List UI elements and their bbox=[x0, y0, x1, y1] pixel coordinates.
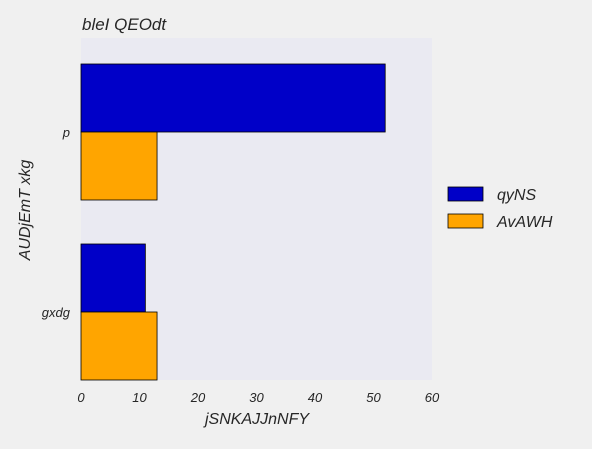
x-tick-label: 10 bbox=[132, 390, 147, 405]
y-tick-label: gxdg bbox=[42, 305, 71, 320]
x-tick-label: 40 bbox=[308, 390, 323, 405]
bar-AvAWH-p bbox=[80, 131, 158, 201]
legend: qyNS AvAWH bbox=[447, 186, 553, 231]
legend-label-qyNS: qyNS bbox=[497, 187, 536, 204]
ticks-group: p gxdg 0 10 20 30 40 50 60 bbox=[42, 125, 440, 405]
y-axis-label: AUDjEmT xkg bbox=[17, 160, 34, 262]
bar-AvAWH-gxdg bbox=[80, 311, 158, 381]
chart-title: bleI QEOdt bbox=[82, 15, 167, 34]
legend-swatch-qyNS bbox=[447, 186, 484, 202]
x-axis-label: jSNKAJJnNFY bbox=[203, 411, 310, 428]
bars-group bbox=[80, 63, 386, 381]
x-tick-label: 20 bbox=[190, 390, 206, 405]
x-tick-label: 0 bbox=[77, 390, 85, 405]
legend-swatch-AvAWH bbox=[447, 213, 484, 229]
bar-qyNS-gxdg bbox=[80, 243, 146, 313]
x-tick-label: 60 bbox=[425, 390, 440, 405]
x-tick-label: 30 bbox=[249, 390, 264, 405]
y-tick-label: p bbox=[62, 125, 70, 140]
legend-label-AvAWH: AvAWH bbox=[496, 214, 553, 231]
bar-qyNS-p bbox=[80, 63, 386, 133]
x-tick-label: 50 bbox=[366, 390, 381, 405]
